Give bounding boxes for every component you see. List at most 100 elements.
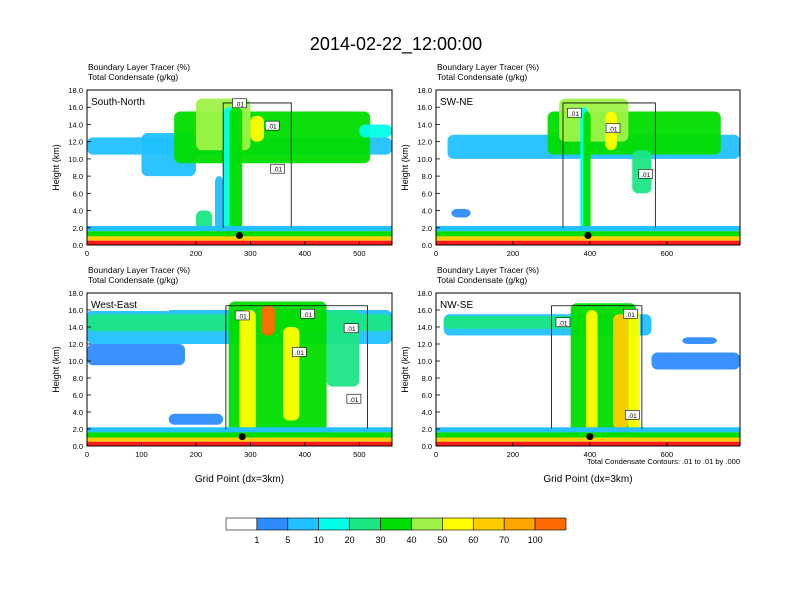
plot-frame <box>86 89 393 246</box>
y-tick-label: 14.0 <box>417 120 432 129</box>
panel-label: South-North <box>91 97 145 108</box>
tracer-band <box>682 337 717 344</box>
contour-label-box <box>638 169 654 179</box>
colorbar-label: 10 <box>314 535 324 545</box>
colorbar-swatch <box>503 517 536 531</box>
y-tick-label: 0.0 <box>422 241 432 250</box>
y-tick-label: 4.0 <box>422 207 432 216</box>
x-tick-label: 500 <box>353 249 366 258</box>
x-tick-label: 200 <box>190 249 203 258</box>
x-tick-label: 600 <box>661 450 674 459</box>
x-tick-label: 100 <box>135 450 148 459</box>
contour-label: .01 <box>268 124 277 131</box>
contour-label: .01 <box>626 312 635 319</box>
figure-title: 2014-02-22_12:00:00 <box>310 34 482 55</box>
colorbar-label: 5 <box>285 535 290 545</box>
contour-label-box <box>624 410 640 420</box>
y-tick-label: 18.0 <box>417 86 432 95</box>
colorbar-label: 70 <box>499 535 509 545</box>
tracer-band <box>214 176 224 233</box>
y-tick-label: 18.0 <box>68 86 83 95</box>
y-tick-label: 10.0 <box>417 357 432 366</box>
y-tick-label: 2.0 <box>422 224 432 233</box>
tracer-band <box>359 124 392 138</box>
x-tick-label: 400 <box>584 450 597 459</box>
panel-subtitle-2: Total Condensate (g/kg) <box>88 275 178 285</box>
colorbar-swatch <box>225 517 258 531</box>
y-tick-label: 0.0 <box>73 442 83 451</box>
panel-subtitle-1: Boundary Layer Tracer (%) <box>437 62 539 72</box>
y-tick-label: 8.0 <box>73 172 83 181</box>
tracer-band <box>586 310 598 438</box>
y-tick-label: 12.0 <box>68 340 83 349</box>
boundary-layer-band <box>87 427 392 433</box>
colorbar-label: 100 <box>528 535 543 545</box>
contour-label: .01 <box>303 312 312 319</box>
panel-subtitle-2: Total Condensate (g/kg) <box>437 275 527 285</box>
contour-label-box <box>270 163 285 174</box>
boundary-layer-band <box>87 226 392 232</box>
surface-marker <box>238 433 246 441</box>
chart-panel: Boundary Layer Tracer (%)Total Condensat… <box>400 265 741 485</box>
panel-label-bg <box>89 297 169 311</box>
contour-label: .01 <box>295 350 304 357</box>
chart-panel: Boundary Layer Tracer (%)Total Condensat… <box>51 265 393 485</box>
y-tick-label: 18.0 <box>68 289 83 298</box>
field-layer <box>436 90 740 245</box>
x-tick-label: 0 <box>85 249 89 258</box>
surface-marker <box>584 232 592 240</box>
y-tick-label: 4.0 <box>73 408 83 417</box>
contour-label-box <box>567 107 582 118</box>
contour-label-box <box>346 393 362 404</box>
x-tick-label: 0 <box>85 450 89 459</box>
y-tick-label: 16.0 <box>417 103 432 112</box>
contour-label: .01 <box>235 101 244 108</box>
y-tick-label: 0.0 <box>73 241 83 250</box>
boundary-layer-band <box>436 441 740 446</box>
panel-label: SW-NE <box>440 97 473 108</box>
y-tick-label: 4.0 <box>422 408 432 417</box>
tracer-band <box>239 310 256 438</box>
colorbar-label: 30 <box>376 535 386 545</box>
y-axis-label: Height (km) <box>51 144 61 191</box>
contour-label: .01 <box>273 167 282 174</box>
panel-subtitle-1: Boundary Layer Tracer (%) <box>88 62 190 72</box>
condensate-contour <box>562 102 656 228</box>
panel-label-bg <box>438 94 518 108</box>
boundary-layer-band <box>436 226 740 232</box>
contour-label: .01 <box>628 413 637 420</box>
y-tick-label: 10.0 <box>68 357 83 366</box>
panel-label: NW-SE <box>440 300 473 311</box>
contour-label: .01 <box>608 126 617 133</box>
x-tick-label: 200 <box>507 450 520 459</box>
contour-label: .01 <box>558 320 567 327</box>
tracer-band <box>583 111 591 237</box>
y-tick-label: 8.0 <box>73 374 83 383</box>
tracer-band <box>651 352 740 370</box>
x-tick-label: 600 <box>661 249 674 258</box>
x-tick-label: 0 <box>434 249 438 258</box>
tracer-band <box>250 115 265 142</box>
boundary-layer-band <box>436 427 740 433</box>
y-tick-label: 12.0 <box>417 340 432 349</box>
tracer-band <box>168 413 224 425</box>
y-tick-label: 16.0 <box>68 103 83 112</box>
contour-footnote: Total Condensate Contours: .01 to .01 by… <box>587 457 740 466</box>
contour-label-box <box>234 310 250 321</box>
panel-subtitle-1: Boundary Layer Tracer (%) <box>88 265 190 275</box>
plot-frame <box>86 292 393 447</box>
panel-subtitle-2: Total Condensate (g/kg) <box>88 72 178 82</box>
y-tick-label: 0.0 <box>422 442 432 451</box>
field-layer <box>87 90 392 245</box>
panel-label-bg <box>89 94 169 108</box>
tracer-band <box>613 314 629 429</box>
x-tick-label: 500 <box>353 450 366 459</box>
y-tick-label: 10.0 <box>417 155 432 164</box>
tracer-band <box>283 327 300 421</box>
tracer-band <box>559 98 629 142</box>
contour-label-box <box>292 347 307 357</box>
y-tick-label: 6.0 <box>422 189 432 198</box>
contour-label-box <box>300 308 315 319</box>
x-tick-label: 200 <box>507 249 520 258</box>
